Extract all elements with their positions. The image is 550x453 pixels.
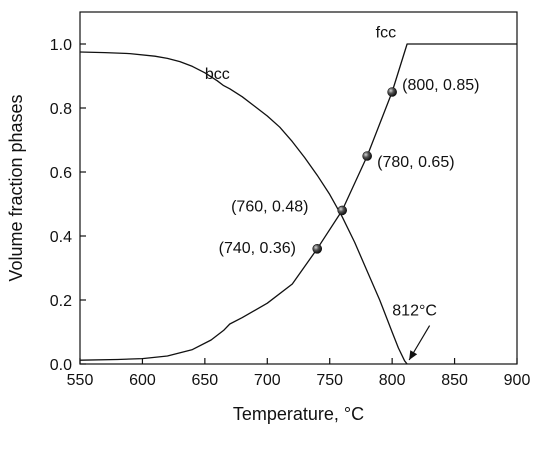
point-label: (800, 0.85) <box>402 77 479 94</box>
x-tick-label: 700 <box>254 372 281 389</box>
x-axis-title: Temperature, °C <box>233 404 364 424</box>
y-tick-label: 0.4 <box>50 229 72 246</box>
x-tick-label: 600 <box>129 372 156 389</box>
point-label: (760, 0.48) <box>231 199 308 216</box>
data-point <box>337 205 348 216</box>
series-layer <box>79 43 517 365</box>
x-tick-label: 800 <box>379 372 406 389</box>
x-axis-ticks: 550 600 650 700 750 800 850 900 <box>67 358 531 389</box>
series-line-fcc <box>79 43 517 361</box>
y-tick-label: 0.8 <box>50 101 72 118</box>
data-point <box>312 244 323 254</box>
y-tick-label: 1.0 <box>50 37 72 54</box>
y-axis-ticks: 0.0 0.2 0.4 0.6 0.8 1.0 <box>50 37 86 374</box>
y-axis-title: Volume fraction phases <box>6 94 26 281</box>
series-line-bcc <box>79 51 408 365</box>
data-point <box>387 87 397 97</box>
curve-label-fcc: fcc <box>376 25 396 42</box>
x-tick-label: 550 <box>67 372 94 389</box>
y-tick-label: 0.2 <box>50 293 72 310</box>
x-tick-label: 650 <box>192 372 219 389</box>
plot-area-frame <box>79 11 518 365</box>
annotation-arrow-head <box>409 350 418 360</box>
x-tick-label: 750 <box>316 372 343 389</box>
data-points-layer <box>312 87 397 254</box>
point-label: (780, 0.65) <box>377 154 454 171</box>
curve-label-bcc: bcc <box>205 66 230 83</box>
y-tick-label: 0.6 <box>50 165 72 182</box>
data-point <box>362 151 372 161</box>
x-tick-label: 850 <box>441 372 468 389</box>
labels-layer: bcc fcc (740, 0.36) (760, 0.48) (780, 0.65) (… <box>205 25 480 361</box>
point-label: (740, 0.36) <box>219 240 296 257</box>
x-tick-label: 900 <box>504 372 531 389</box>
y-tick-label: 0.0 <box>50 357 72 374</box>
annotation-label: 812°C <box>392 303 437 320</box>
